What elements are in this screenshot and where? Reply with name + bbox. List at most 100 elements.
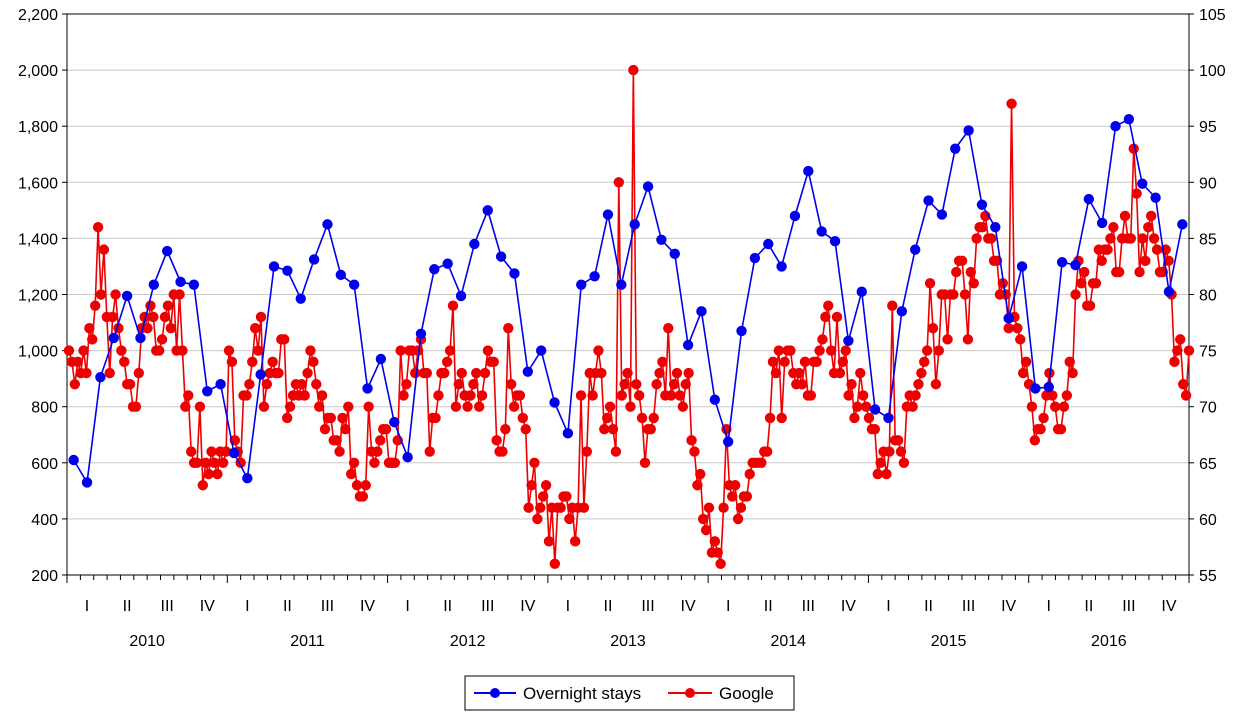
- google-point: [92, 221, 104, 233]
- google-point: [357, 491, 369, 502]
- google-point: [491, 435, 502, 446]
- overnight-stays-point: [522, 366, 534, 377]
- google-point: [601, 412, 613, 424]
- google-point: [517, 412, 529, 424]
- left-tick-label: 1,600: [18, 175, 58, 192]
- google-point: [1169, 356, 1180, 368]
- quarter-label: II: [443, 598, 452, 615]
- google-point: [805, 390, 817, 401]
- google-point: [1113, 266, 1125, 278]
- google-point: [756, 457, 767, 468]
- google-point: [72, 356, 83, 368]
- google-point: [823, 300, 834, 311]
- google-point: [1038, 412, 1049, 424]
- google-point: [683, 367, 694, 379]
- google-point: [613, 177, 625, 188]
- overnight-stays-point: [135, 332, 146, 344]
- google-point: [773, 345, 785, 356]
- overnight-stays-point: [896, 306, 908, 317]
- year-label: 2013: [610, 633, 646, 650]
- google-point: [351, 480, 363, 491]
- google-point: [663, 322, 674, 334]
- google-point: [1058, 401, 1070, 412]
- google-point: [718, 502, 729, 513]
- google-point: [267, 356, 278, 368]
- google-point: [226, 356, 238, 368]
- right-tick-label: 70: [1199, 400, 1217, 417]
- quarter-label: I: [886, 598, 890, 615]
- google-point: [1003, 322, 1014, 334]
- google-point: [599, 423, 610, 435]
- google-point: [1180, 390, 1192, 401]
- google-point: [412, 345, 424, 356]
- google-point: [476, 390, 488, 401]
- google-point: [369, 457, 380, 468]
- right-tick-label: 85: [1199, 231, 1217, 248]
- google-point: [183, 390, 194, 401]
- google-point: [505, 379, 517, 390]
- google-point: [453, 379, 465, 390]
- google-point: [212, 468, 223, 480]
- google-point: [81, 367, 92, 379]
- overnight-stays-point: [268, 261, 280, 272]
- google-point: [331, 435, 342, 446]
- google-point: [1017, 367, 1029, 379]
- google-point: [363, 401, 374, 412]
- google-point: [1061, 390, 1073, 401]
- google-point: [104, 367, 115, 379]
- overnight-stays-point: [1177, 219, 1188, 230]
- google-point: [628, 64, 639, 76]
- google-point: [482, 345, 494, 356]
- google-point: [1076, 278, 1087, 289]
- google-point: [578, 502, 590, 513]
- right-tick-label: 55: [1199, 568, 1217, 585]
- google-point: [424, 446, 435, 457]
- google-point: [398, 390, 409, 401]
- google-point: [846, 379, 857, 390]
- google-point: [654, 367, 665, 379]
- google-point: [308, 356, 319, 368]
- google-point: [119, 356, 130, 368]
- year-label: 2016: [1091, 633, 1127, 650]
- google-point: [529, 457, 540, 468]
- google-point: [139, 311, 150, 323]
- google-point: [380, 423, 392, 435]
- right-axis: 55 60 65 70 75 80 85 90 95 100 105: [1189, 7, 1226, 585]
- google-point: [674, 390, 686, 401]
- google-point: [840, 345, 851, 356]
- right-tick-label: 75: [1199, 344, 1217, 361]
- right-tick-label: 105: [1199, 7, 1226, 24]
- google-point: [1020, 356, 1032, 368]
- google-point: [555, 502, 566, 513]
- overnight-stays-point: [81, 477, 93, 488]
- google-point: [1105, 233, 1116, 244]
- google-point: [680, 379, 691, 390]
- overnight-stays-point: [1163, 286, 1175, 297]
- legend-marker-google: [685, 688, 695, 698]
- google-point: [849, 412, 860, 424]
- google-point: [325, 412, 337, 424]
- quarter-label: III: [962, 598, 975, 615]
- google-point: [619, 379, 630, 390]
- google-point: [872, 468, 883, 480]
- overnight-stays-point: [616, 279, 627, 290]
- google-point: [907, 401, 918, 412]
- google-point: [1102, 244, 1113, 255]
- google-point: [834, 367, 846, 379]
- google-point: [1067, 367, 1078, 379]
- overnight-stays-point: [509, 268, 520, 279]
- quarter-label: II: [924, 598, 933, 615]
- google-point: [503, 322, 514, 334]
- google-point: [514, 390, 526, 401]
- overnight-stays-point: [656, 234, 667, 245]
- google-point: [439, 367, 450, 379]
- quarter-label: IV: [200, 598, 215, 615]
- google-point: [142, 322, 153, 334]
- overnight-stays-point: [843, 335, 854, 346]
- google-point: [206, 446, 217, 457]
- google-point: [1177, 379, 1189, 390]
- google-point: [709, 536, 721, 547]
- google-point: [671, 367, 683, 379]
- google-point: [776, 412, 787, 424]
- google-point: [951, 266, 962, 278]
